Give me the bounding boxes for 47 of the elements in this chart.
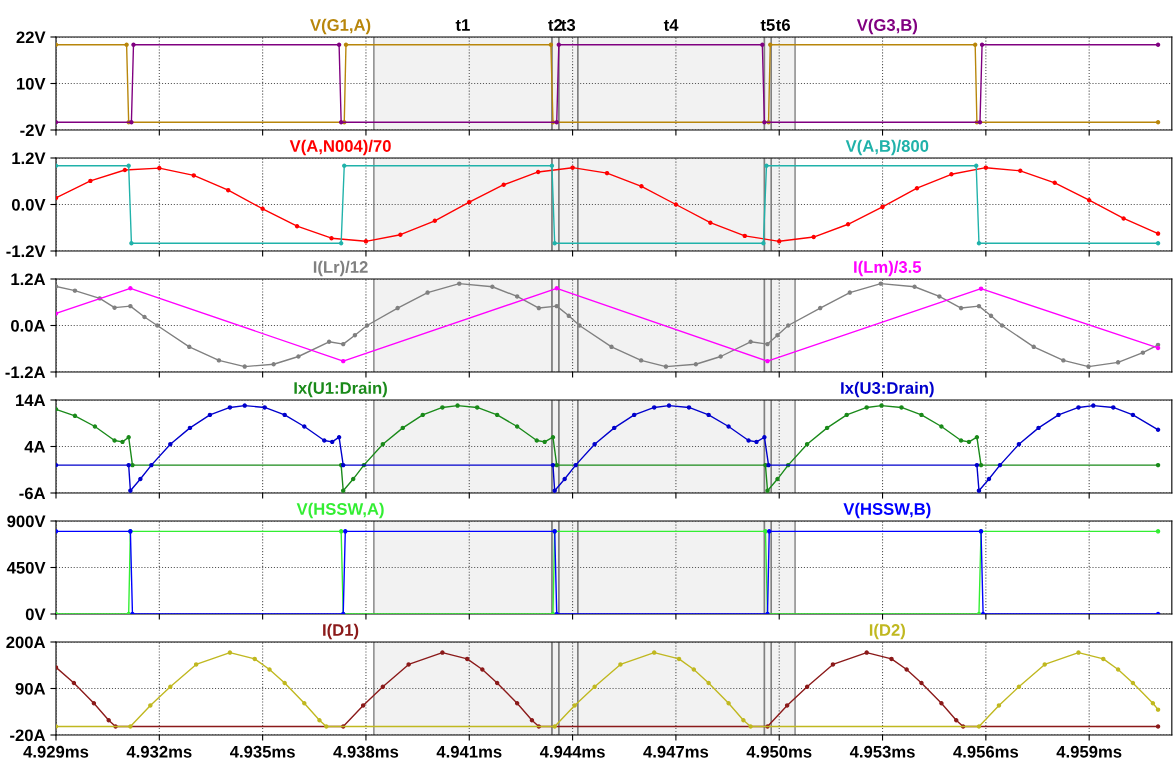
text: I(D2)	[869, 623, 905, 640]
y-tick-label: 1.2V	[12, 152, 46, 165]
series-label: V(HSSW,B)	[843, 502, 931, 519]
x-tick-label: 4.932ms	[126, 745, 192, 758]
band-label: t5	[760, 19, 775, 31]
x-tick-label: 4.959ms	[1056, 745, 1122, 758]
y-tick-label: 900V	[7, 515, 46, 528]
x-tick-label: 4.950ms	[746, 745, 812, 758]
x-tick-label: 4.947ms	[643, 745, 709, 758]
text: Ix(U3:Drain)	[841, 381, 934, 398]
y-tick-label: 4A	[24, 441, 46, 453]
x-tick-label: 4.929ms	[23, 745, 89, 758]
y-tick-label: 14A	[16, 394, 46, 407]
y-tick-label: 90A	[15, 682, 46, 695]
x-tick-label: 4.953ms	[849, 745, 915, 758]
y-tick-label: 200A	[6, 636, 46, 649]
y-tick-label: 0.0A	[11, 319, 46, 332]
y-tick-label: 0.0V	[11, 198, 46, 211]
text: I(D1)	[323, 623, 359, 640]
x-tick-label: 4.956ms	[953, 745, 1019, 758]
series-label: I(Lm)/3.5	[854, 260, 922, 277]
text: I(Lr)/12	[313, 260, 368, 277]
x-tick-label: 4.944ms	[539, 745, 605, 758]
series-label: Ix(U1:Drain)	[294, 381, 387, 398]
series-label: V(A,B)/800	[845, 139, 929, 156]
series-label: V(HSSW,A)	[296, 502, 384, 519]
y-tick-label: -1.2A	[5, 366, 46, 379]
band-label: t3	[561, 19, 576, 31]
band-label: t4	[663, 19, 679, 31]
series-label: V(G1,A)	[310, 18, 371, 35]
x-tick-label: 4.938ms	[333, 745, 399, 758]
y-tick-label: 450V	[6, 561, 46, 574]
text: V(A,N004)/70	[289, 139, 391, 156]
y-tick-label: -2V	[20, 124, 46, 137]
y-tick-label: -20A	[10, 729, 46, 742]
text: V(G3,B)	[856, 18, 918, 35]
y-tick-label: 0V	[25, 608, 46, 621]
band-label: t6	[775, 19, 790, 31]
band-label: t1	[455, 19, 470, 31]
x-tick-label: 4.935ms	[229, 745, 295, 758]
y-tick-label: 22V	[16, 31, 46, 44]
y-tick-label: 1.2A	[11, 273, 46, 286]
band-label: t2	[548, 19, 563, 31]
x-tick-label: 4.941ms	[436, 745, 502, 758]
y-tick-label: -6A	[19, 487, 46, 500]
y-tick-label: 10V	[16, 77, 46, 90]
y-tick-label: -1.2V	[6, 245, 46, 258]
